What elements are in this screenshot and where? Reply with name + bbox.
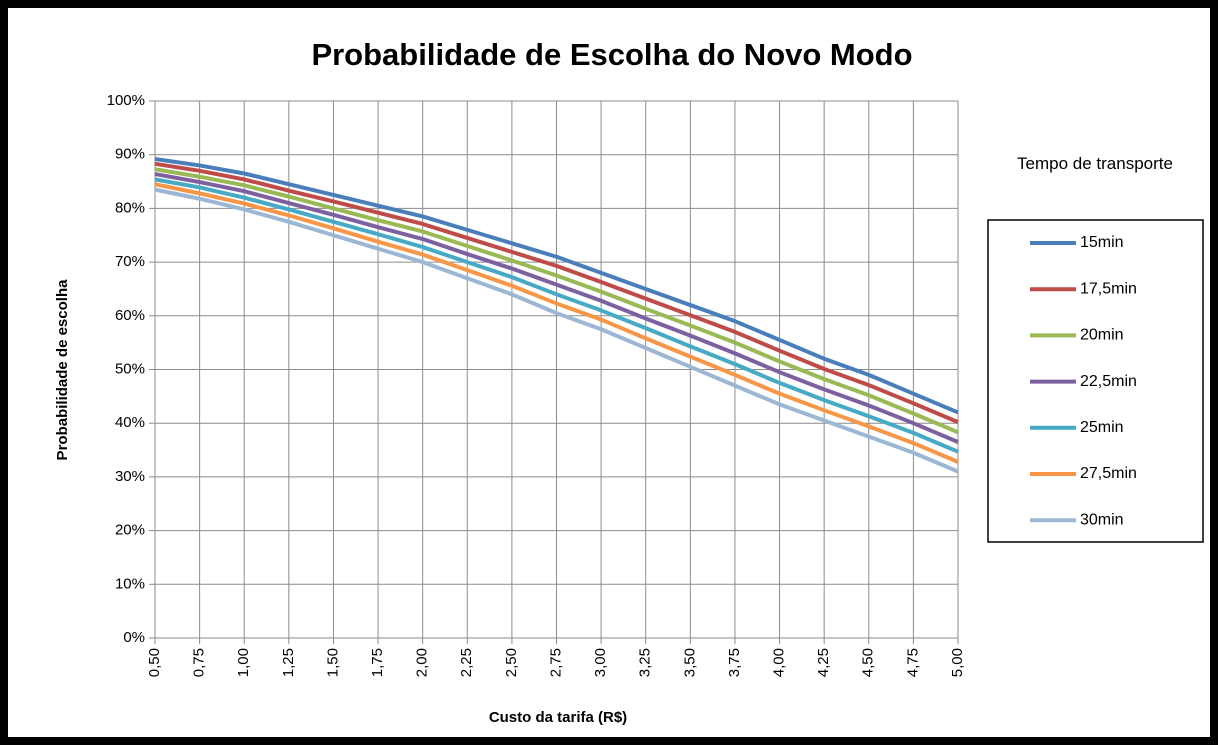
x-tick-label: 2,00 bbox=[414, 648, 431, 677]
y-tick-label: 10% bbox=[115, 575, 145, 592]
series-line bbox=[154, 177, 959, 454]
x-tick-label: 1,75 bbox=[369, 648, 386, 677]
series-line bbox=[154, 172, 959, 444]
legend-label: 30min bbox=[1080, 511, 1124, 528]
legend-label: 22,5min bbox=[1080, 373, 1137, 390]
series-line bbox=[154, 187, 959, 474]
x-tick-label: 4,25 bbox=[815, 648, 832, 677]
y-tick-label: 90% bbox=[115, 146, 145, 163]
y-tick-label: 30% bbox=[115, 468, 145, 485]
legend-label: 27,5min bbox=[1080, 465, 1137, 482]
x-axis-title: Custo da tarifa (R$) bbox=[489, 709, 627, 726]
x-tick-label: 1,00 bbox=[235, 648, 252, 677]
y-tick-label: 80% bbox=[115, 199, 145, 216]
x-tick-label: 3,00 bbox=[592, 648, 609, 677]
x-tick-label: 3,50 bbox=[681, 648, 698, 677]
y-tick-label: 40% bbox=[115, 414, 145, 431]
y-tick-label: 50% bbox=[115, 360, 145, 377]
x-tick-label: 3,25 bbox=[637, 648, 654, 677]
legend-label: 20min bbox=[1080, 327, 1124, 344]
chart-title: Probabilidade de Escolha do Novo Modo bbox=[311, 37, 912, 72]
x-tick-label: 0,75 bbox=[191, 648, 208, 677]
y-tick-label: 20% bbox=[115, 522, 145, 539]
x-tick-label: 3,75 bbox=[726, 648, 743, 677]
x-tick-label: 4,75 bbox=[904, 648, 921, 677]
y-tick-label: 100% bbox=[107, 92, 145, 109]
x-tick-label: 5,00 bbox=[949, 648, 966, 677]
legend-label: 15min bbox=[1080, 234, 1124, 251]
x-tick-label: 0,50 bbox=[146, 648, 163, 677]
y-tick-label: 0% bbox=[123, 629, 145, 646]
x-tick-label: 2,25 bbox=[458, 648, 475, 677]
legend-label: 17,5min bbox=[1080, 280, 1137, 297]
series-line bbox=[154, 182, 959, 464]
y-axis-title: Probabilidade de escolha bbox=[54, 279, 71, 461]
x-tick-label: 2,50 bbox=[503, 648, 520, 677]
series-line bbox=[154, 157, 959, 415]
x-tick-label: 4,00 bbox=[771, 648, 788, 677]
legend-box bbox=[987, 219, 1204, 543]
legend-title: Tempo de transporte bbox=[1017, 154, 1173, 173]
legend-label: 25min bbox=[1080, 419, 1124, 436]
y-tick-label: 60% bbox=[115, 307, 145, 324]
series-line bbox=[154, 161, 959, 424]
x-tick-label: 1,25 bbox=[280, 648, 297, 677]
x-tick-label: 1,50 bbox=[324, 648, 341, 677]
x-tick-label: 4,50 bbox=[860, 648, 877, 677]
series-line bbox=[154, 167, 959, 435]
x-tick-label: 2,75 bbox=[547, 648, 564, 677]
y-tick-label: 70% bbox=[115, 253, 145, 270]
